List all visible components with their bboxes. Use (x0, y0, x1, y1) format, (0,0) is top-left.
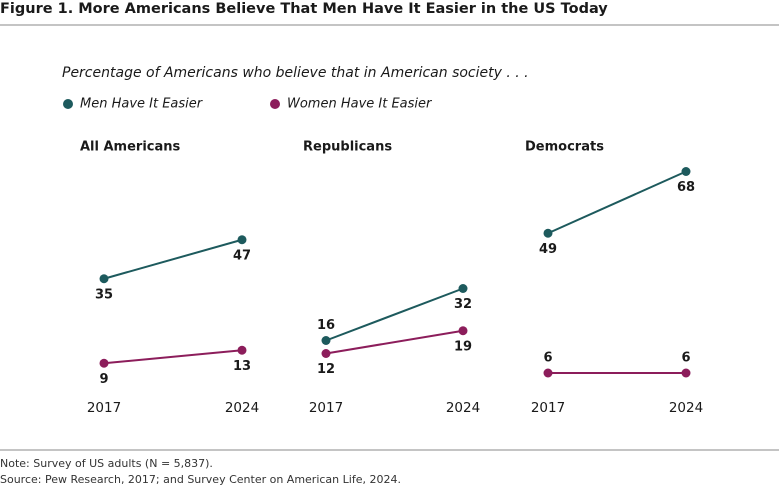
data-label: 68 (677, 180, 695, 195)
data-point (681, 368, 691, 378)
series-line (103, 238, 243, 280)
x-tick-label: 2024 (225, 400, 259, 416)
data-label: 35 (95, 287, 113, 302)
series-line (547, 170, 687, 235)
data-point (543, 228, 553, 238)
data-point (237, 235, 247, 245)
x-tick-label: 2024 (669, 400, 703, 416)
data-label: 6 (543, 351, 552, 366)
legend-label: Women Have It Easier (287, 97, 433, 112)
data-label: 6 (681, 351, 690, 366)
data-point (458, 326, 468, 336)
x-tick-label: 2017 (87, 400, 121, 416)
data-label: 16 (317, 318, 335, 333)
series-line (325, 287, 464, 342)
series-line (103, 349, 243, 365)
panel-title: Republicans (303, 140, 392, 155)
data-point (321, 349, 331, 358)
panel-title: All Americans (80, 140, 181, 155)
x-tick-label: 2024 (446, 400, 480, 416)
data-point (99, 274, 109, 284)
data-label: 47 (233, 248, 251, 263)
note: Note: Survey of US adults (N = 5,837). (0, 457, 213, 470)
data-point (99, 358, 109, 368)
x-tick-label: 2017 (309, 400, 343, 416)
data-point (681, 167, 691, 176)
legend-marker (63, 99, 73, 109)
data-label: 49 (539, 242, 557, 257)
data-label: 19 (454, 339, 472, 354)
data-label: 13 (233, 359, 251, 374)
series-line (325, 329, 464, 355)
legend-marker (270, 99, 280, 109)
x-tick-label: 2017 (531, 400, 565, 416)
figure-title: Figure 1. More Americans Believe That Me… (0, 1, 608, 17)
data-point (458, 284, 468, 293)
data-label: 12 (317, 362, 335, 377)
data-point (237, 345, 247, 355)
legend-label: Men Have It Easier (80, 97, 204, 112)
subtitle: Percentage of Americans who believe that… (62, 65, 529, 81)
panel-title: Democrats (525, 140, 604, 155)
data-label: 32 (454, 297, 472, 312)
data-label: 9 (99, 372, 108, 387)
source: Source: Pew Research, 2017; and Survey C… (0, 473, 401, 486)
data-point (543, 368, 553, 378)
data-point (321, 336, 331, 345)
